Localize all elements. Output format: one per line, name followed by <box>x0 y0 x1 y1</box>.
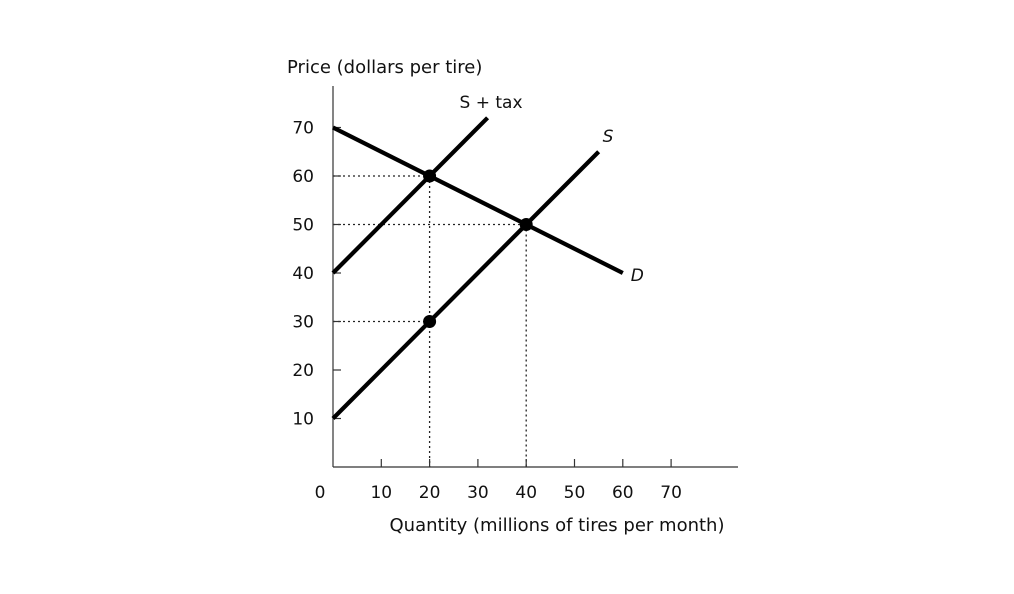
y-tick-label: 50 <box>292 216 314 236</box>
y-tick-label: 70 <box>292 119 314 139</box>
data-point <box>423 169 437 183</box>
x-tick-label: 20 <box>419 483 441 503</box>
points <box>423 169 533 328</box>
y-tick-label: 40 <box>292 264 314 284</box>
y-tick-label: 30 <box>292 313 314 333</box>
series-line-s-tax <box>331 116 490 275</box>
y-axis-title: Price (dollars per tire) <box>287 57 482 78</box>
x-tick-label: 30 <box>467 483 489 503</box>
series-label-s: S <box>603 127 614 147</box>
series-line-s <box>331 150 601 420</box>
x-tick-label: 10 <box>370 483 392 503</box>
data-point <box>423 315 437 328</box>
y-tick-label: 60 <box>292 167 314 187</box>
x-tick-label: 70 <box>660 483 682 503</box>
data-point <box>519 218 533 231</box>
y-tick-label: 10 <box>292 410 314 430</box>
series-label-d: D <box>631 266 644 286</box>
x-tick-label: 40 <box>515 483 537 503</box>
axes <box>332 86 738 468</box>
x-tick-label: 50 <box>564 483 586 503</box>
ticks: 10 20 30 40 50 60 70 10 20 30 40 50 60 70 <box>292 119 682 504</box>
series-line-d <box>332 125 624 275</box>
series-label-s-tax: S + tax <box>460 93 523 113</box>
series: D S S + tax <box>331 93 644 420</box>
x-axis-title: Quantity (millions of tires per month) <box>390 515 725 536</box>
origin-label: 0 <box>315 483 326 503</box>
y-tick-label: 20 <box>292 361 314 381</box>
x-tick-label: 60 <box>612 483 634 503</box>
